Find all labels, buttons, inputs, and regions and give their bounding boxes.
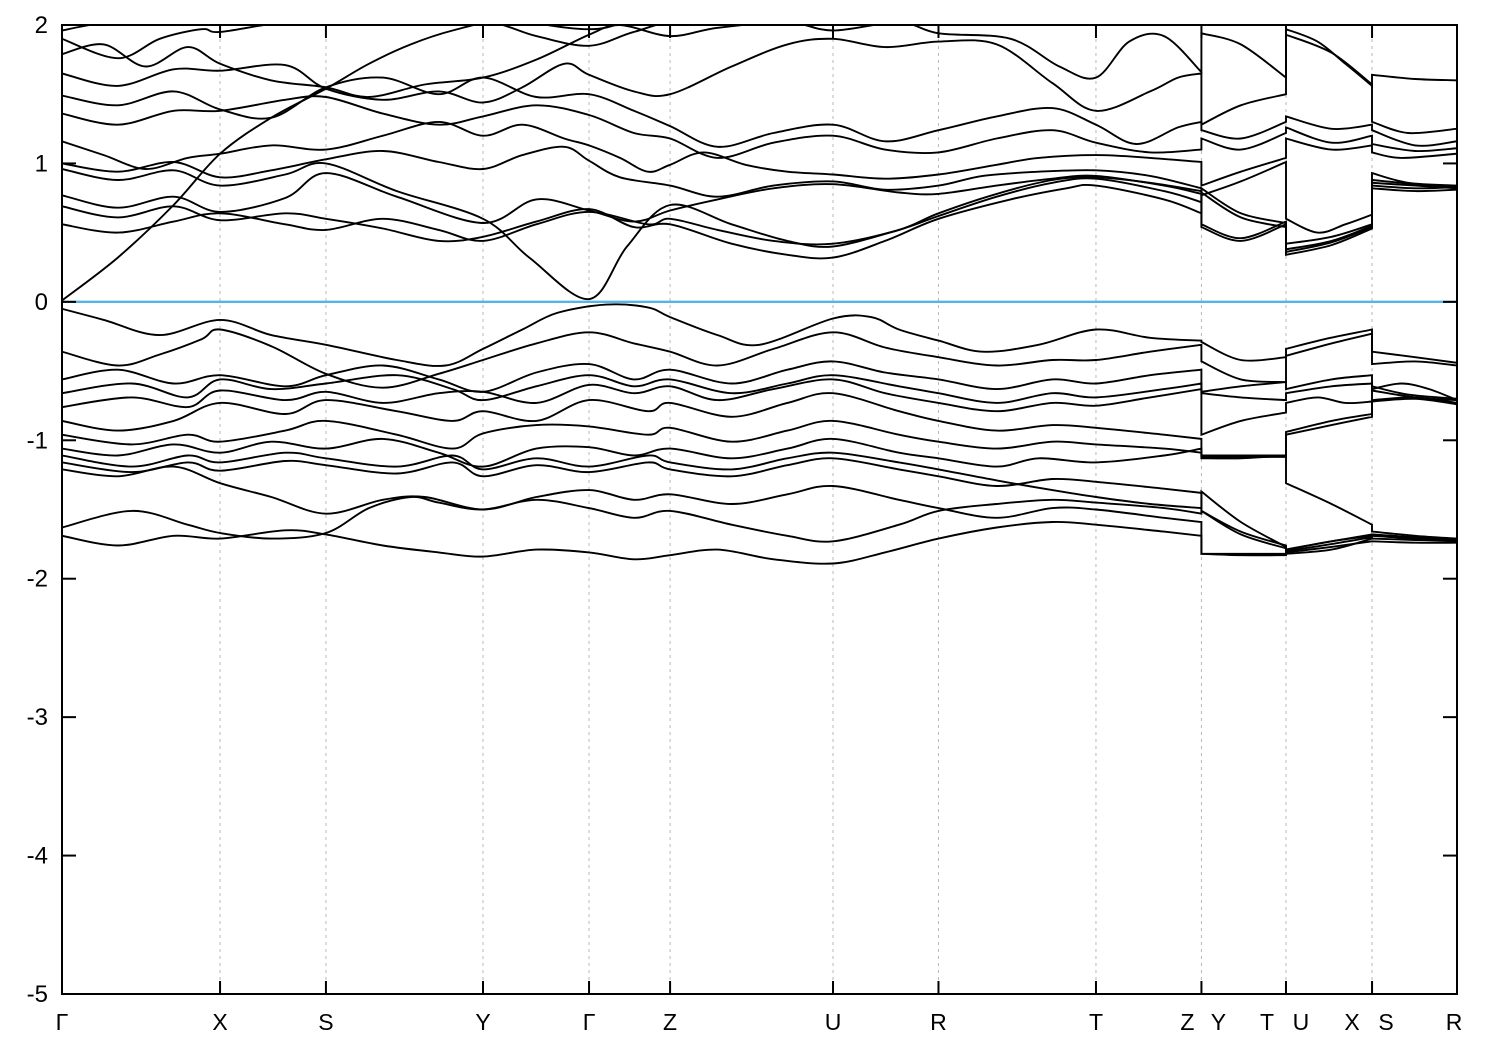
x-tick-label: U <box>1293 1009 1310 1035</box>
band-line <box>62 328 1457 389</box>
x-tick-label: T <box>1089 1009 1103 1035</box>
y-tick-label: 2 <box>35 12 48 39</box>
band-line <box>62 176 1457 251</box>
x-tick-label: Z <box>1180 1009 1194 1035</box>
band-line <box>62 24 1457 98</box>
y-tick-label: -2 <box>27 566 48 593</box>
x-tick-label: U <box>825 1009 842 1035</box>
y-tick-label: 0 <box>35 289 48 316</box>
band-line <box>62 451 1457 551</box>
band-line <box>62 120 1457 187</box>
x-tick-label: X <box>1344 1009 1359 1035</box>
y-tick-label: -5 <box>27 981 48 1008</box>
band-line <box>62 378 1457 437</box>
band-line <box>62 397 1457 458</box>
x-tick-label: R <box>930 1009 947 1035</box>
band-line <box>62 183 1457 260</box>
band-line <box>62 303 1457 367</box>
band-line <box>62 457 1457 553</box>
x-tick-label: R <box>1446 1009 1463 1035</box>
x-tick-label: X <box>212 1009 227 1035</box>
band-line <box>62 24 664 60</box>
band-line <box>62 495 1457 551</box>
x-tick-label: Z <box>663 1009 677 1035</box>
x-tick-label: Y <box>475 1009 490 1035</box>
y-tick-label: -1 <box>27 427 48 454</box>
band-line <box>62 520 1457 565</box>
plot-border <box>61 24 1458 995</box>
y-tick-label: -4 <box>27 843 48 870</box>
band-line <box>62 162 1457 301</box>
x-tick-label: S <box>1378 1009 1393 1035</box>
y-tick-label: -3 <box>27 704 48 731</box>
y-tick-label: 1 <box>35 150 48 177</box>
band-line <box>62 374 1457 404</box>
x-tick-label: T <box>1260 1009 1274 1035</box>
band-line <box>62 465 1457 555</box>
band-line <box>62 24 483 302</box>
band-line <box>62 392 1457 457</box>
band-line <box>62 145 1457 234</box>
x-tick-label: Γ <box>56 1009 69 1035</box>
x-tick-label: Y <box>1211 1009 1226 1035</box>
band-line <box>62 76 1457 148</box>
x-tick-label: S <box>318 1009 333 1035</box>
band-line <box>62 437 1457 540</box>
band-line <box>62 95 1457 159</box>
x-tick-label: Γ <box>583 1009 596 1035</box>
band-line <box>62 172 1457 254</box>
band-line <box>62 360 1457 400</box>
band-line <box>62 24 621 32</box>
